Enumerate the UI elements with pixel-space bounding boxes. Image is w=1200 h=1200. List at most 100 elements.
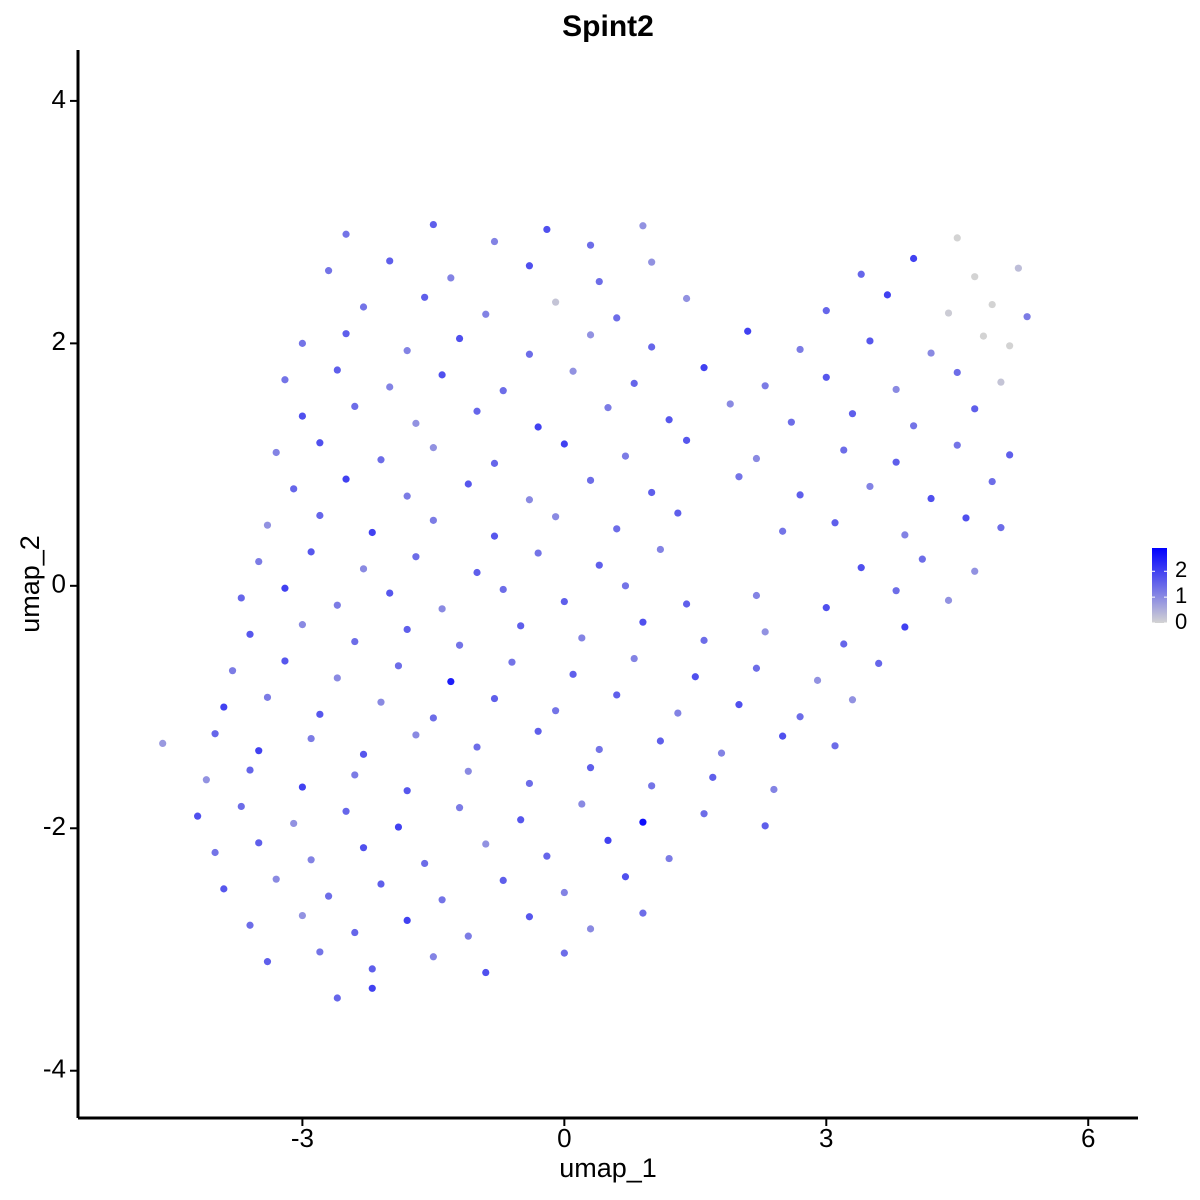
point bbox=[359, 303, 368, 311]
point bbox=[648, 488, 656, 497]
point bbox=[953, 234, 961, 242]
point bbox=[761, 822, 769, 830]
point bbox=[752, 591, 761, 600]
y-tick-label: -4 bbox=[43, 1054, 66, 1084]
point bbox=[944, 596, 953, 604]
point bbox=[840, 640, 848, 648]
point bbox=[263, 958, 272, 966]
point bbox=[735, 473, 743, 481]
point bbox=[412, 553, 420, 561]
point bbox=[290, 819, 298, 828]
point bbox=[246, 630, 254, 638]
point bbox=[490, 532, 499, 540]
point bbox=[953, 368, 961, 377]
point bbox=[648, 782, 656, 790]
point bbox=[429, 516, 437, 524]
point bbox=[255, 747, 263, 755]
point bbox=[586, 476, 595, 484]
point bbox=[910, 422, 918, 430]
point bbox=[263, 693, 272, 701]
point bbox=[455, 334, 464, 343]
point bbox=[1006, 342, 1014, 350]
point bbox=[438, 371, 446, 379]
point bbox=[796, 491, 804, 499]
point bbox=[630, 379, 638, 387]
point bbox=[857, 270, 865, 278]
point bbox=[464, 767, 472, 775]
point bbox=[490, 694, 499, 703]
point bbox=[674, 709, 682, 717]
point bbox=[447, 274, 455, 282]
point bbox=[927, 494, 935, 503]
point bbox=[796, 345, 804, 354]
point bbox=[473, 743, 481, 751]
point bbox=[761, 628, 769, 636]
point bbox=[438, 896, 446, 904]
point bbox=[586, 331, 595, 339]
point bbox=[639, 222, 647, 230]
point bbox=[962, 514, 970, 522]
point bbox=[368, 965, 376, 973]
point bbox=[359, 565, 368, 573]
point bbox=[202, 776, 210, 784]
point bbox=[281, 376, 289, 384]
point bbox=[298, 412, 306, 420]
point bbox=[875, 659, 883, 668]
x-tick-label: 0 bbox=[557, 1123, 571, 1153]
point bbox=[421, 859, 429, 868]
point bbox=[342, 230, 350, 238]
point bbox=[586, 241, 595, 249]
point bbox=[159, 739, 167, 748]
point bbox=[525, 350, 534, 358]
point bbox=[604, 404, 612, 412]
point bbox=[298, 621, 306, 629]
point bbox=[700, 810, 708, 818]
point bbox=[848, 696, 857, 704]
point bbox=[552, 707, 560, 715]
point bbox=[403, 492, 411, 500]
point bbox=[403, 787, 411, 795]
point bbox=[447, 677, 455, 686]
y-tick-label: 0 bbox=[52, 569, 66, 599]
point bbox=[368, 984, 376, 992]
point bbox=[656, 545, 664, 554]
point bbox=[971, 567, 979, 575]
point bbox=[604, 836, 612, 844]
point bbox=[971, 405, 979, 413]
point bbox=[377, 456, 385, 464]
point bbox=[237, 802, 245, 811]
point bbox=[377, 698, 385, 706]
point bbox=[552, 513, 560, 521]
point bbox=[534, 423, 542, 431]
point bbox=[770, 785, 778, 794]
point bbox=[560, 949, 568, 957]
point bbox=[595, 561, 603, 569]
point bbox=[595, 745, 603, 754]
point bbox=[560, 888, 568, 897]
point bbox=[394, 823, 403, 831]
point bbox=[324, 267, 333, 275]
point bbox=[726, 400, 734, 408]
point bbox=[822, 307, 830, 315]
point bbox=[552, 298, 560, 306]
point bbox=[560, 440, 568, 448]
point bbox=[892, 458, 900, 466]
colorbar-tick-label: 0 bbox=[1175, 609, 1187, 634]
point bbox=[595, 277, 603, 286]
point bbox=[525, 779, 534, 788]
point bbox=[429, 953, 437, 961]
point bbox=[473, 407, 481, 415]
point bbox=[412, 419, 420, 427]
point bbox=[464, 932, 472, 940]
point bbox=[220, 885, 228, 893]
point bbox=[368, 528, 376, 537]
point bbox=[822, 373, 830, 381]
point bbox=[333, 366, 341, 374]
point bbox=[892, 385, 900, 394]
point bbox=[316, 948, 324, 956]
point bbox=[613, 314, 621, 322]
point bbox=[307, 734, 315, 743]
point bbox=[831, 519, 839, 527]
point bbox=[298, 339, 306, 347]
point bbox=[761, 382, 769, 390]
